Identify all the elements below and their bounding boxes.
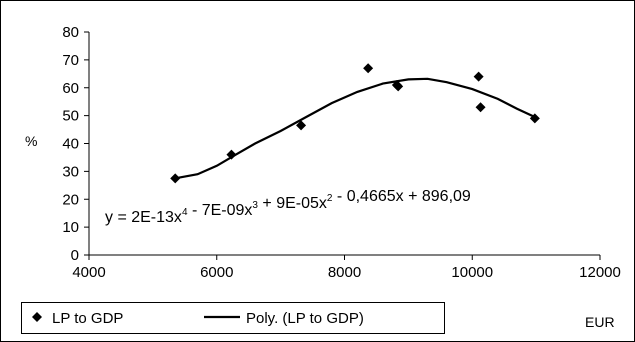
x-tick-label: 6000	[200, 264, 233, 281]
equation-term: + 9E-05x	[258, 195, 327, 212]
y-tick-label: 60	[62, 80, 79, 97]
y-tick-label: 80	[62, 24, 79, 41]
equation-exponent: 2	[327, 193, 333, 204]
y-tick-label: 70	[62, 52, 79, 69]
legend: LP to GDP Poly. (LP to GDP)	[21, 302, 445, 334]
data-point	[170, 173, 181, 184]
legend-box	[21, 302, 445, 334]
y-tick-label: 10	[62, 219, 79, 236]
equation-term: y = 2E-13x	[105, 209, 182, 226]
x-tick-label: 8000	[328, 264, 361, 281]
data-point	[475, 102, 486, 113]
equation-term: - 0,4665x + 896,09	[332, 188, 470, 205]
equation-label: y = 2E-13x4 - 7E-09x3 + 9E-05x2 - 0,4665…	[105, 188, 471, 226]
data-point	[226, 149, 237, 160]
scatter-points	[170, 63, 540, 184]
y-tick-label: 20	[62, 191, 79, 208]
equation-term: - 7E-09x	[188, 202, 253, 219]
x-tick-label: 12000	[579, 264, 621, 281]
trendline-series	[175, 77, 536, 180]
legend-marker-lp-to-gdp	[32, 312, 42, 322]
y-tick-label: 40	[62, 136, 79, 153]
data-point	[473, 71, 484, 82]
data-point	[296, 120, 307, 131]
x-tick-labels: 4000 6000 8000 10000 12000	[72, 264, 621, 281]
y-tick-labels: 0 10 20 30 40 50 60 70 80	[62, 24, 79, 264]
x-tick-label: 4000	[72, 264, 105, 281]
data-point	[393, 81, 404, 92]
axes	[84, 31, 601, 260]
legend-label-lp-to-gdp: LP to GDP	[52, 310, 123, 327]
equation-exponent: 3	[252, 200, 258, 211]
legend-label-poly: Poly. (LP to GDP)	[246, 310, 364, 327]
data-point	[529, 113, 540, 124]
x-tick-label: 10000	[451, 264, 493, 281]
x-axis-label: EUR	[585, 314, 615, 330]
y-tick-label: 0	[71, 247, 79, 264]
y-tick-label: 50	[62, 108, 79, 125]
equation-exponent: 4	[182, 207, 188, 218]
y-tick-label: 30	[62, 163, 79, 180]
data-point	[363, 63, 374, 74]
y-axis-label: %	[25, 133, 37, 149]
